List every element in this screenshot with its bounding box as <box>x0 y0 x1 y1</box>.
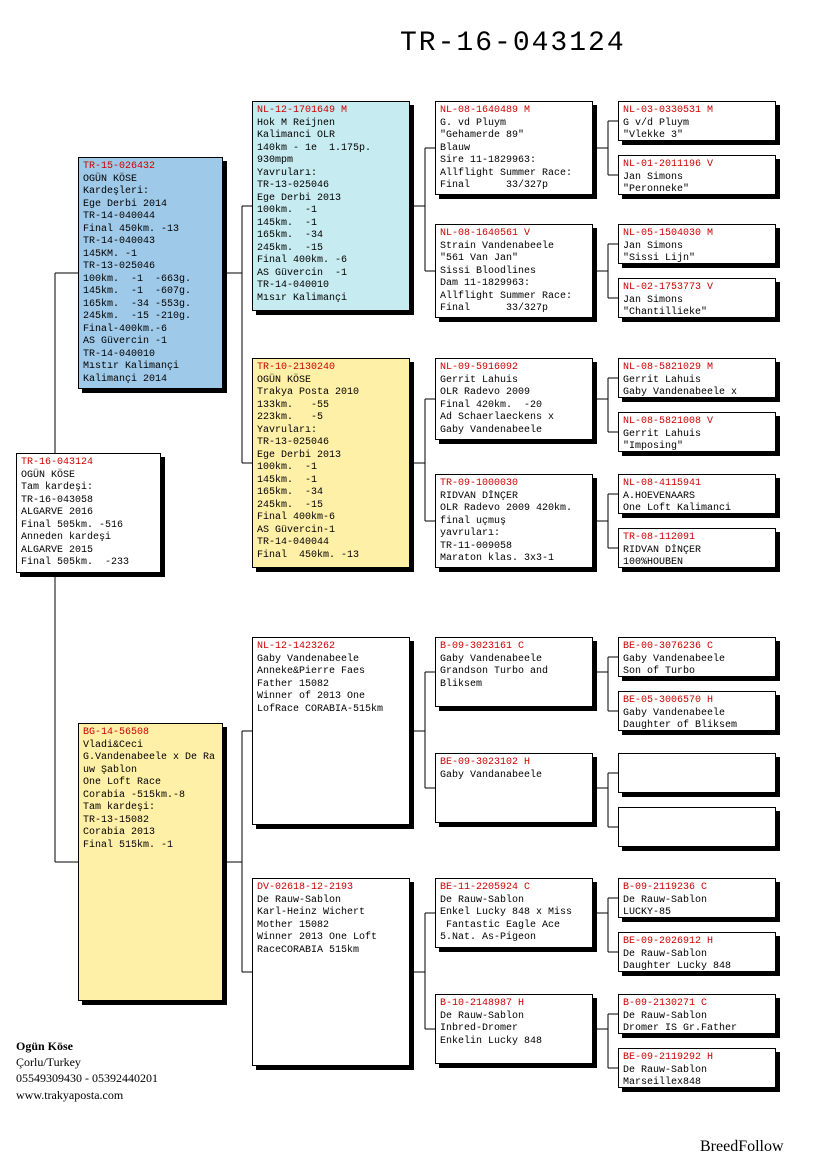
owner-city: Çorlu/Turkey <box>16 1054 158 1070</box>
node-body: Vladi&Ceci G.Vandenabeele x De Ra uw Şab… <box>83 740 218 853</box>
ring-number: TR-15-026432 <box>83 161 218 174</box>
page-title: TR-16-043124 <box>400 28 626 59</box>
owner-web: www.trakyaposta.com <box>16 1087 158 1103</box>
pedigree-node: BE-09-3023102 HGaby Vandanabeele <box>435 753 593 823</box>
node-body: De Rauw-Sablon Daughter Lucky 848 <box>623 949 771 974</box>
ring-number: NL-08-1640561 V <box>440 228 588 241</box>
node-body: Gaby Vandenabeele Grandson Turbo and Bli… <box>440 654 588 692</box>
ring-number: BE-09-3023102 H <box>440 757 588 770</box>
pedigree-node: NL-09-5916092Gerrit Lahuis OLR Radevo 20… <box>435 358 593 440</box>
node-body: De Rauw-Sablon Dromer IS Gr.Father <box>623 1011 771 1036</box>
node-body: RIDVAN DİNÇER 100%HOUBEN <box>623 545 771 570</box>
node-body: De Rauw-Sablon Karl-Heinz Wichert Mother… <box>257 895 405 1020</box>
owner-phones: 05549309430 - 05392440201 <box>16 1070 158 1086</box>
node-body: Gerrit Lahuis Gaby Vandenabeele x <box>623 375 771 400</box>
pedigree-node: TR-15-026432OGÜN KÖSE Kardeşleri: Ege De… <box>78 157 223 389</box>
node-body: De Rauw-Sablon Enkel Lucky 848 x Miss Fa… <box>440 895 588 945</box>
ring-number: NL-08-1640489 M <box>440 105 588 118</box>
node-body: RIDVAN DİNÇER OLR Radevo 2009 420km. fin… <box>440 491 588 566</box>
node-body: Gerrit Lahuis OLR Radevo 2009 Final 420k… <box>440 375 588 438</box>
node-body: Gaby Vandenabeele Son of Turbo <box>623 654 771 679</box>
pedigree-node: BE-05-3006570 HGaby Vandenabeele Daughte… <box>618 691 776 731</box>
pedigree-node: BE-00-3076236 CGaby Vandenabeele Son of … <box>618 637 776 677</box>
ring-number: BE-05-3006570 H <box>623 695 771 708</box>
node-body: G. vd Pluym "Gehamerde 89" Blauw Sire 11… <box>440 118 588 193</box>
ring-number: NL-08-5821008 V <box>623 416 771 429</box>
node-body: De Rauw-Sablon Marseillex848 <box>623 1065 771 1090</box>
node-body: Gaby Vandanabeele <box>440 770 588 808</box>
pedigree-node: NL-12-1423262Gaby Vandenabeele Anneke&Pi… <box>252 637 410 825</box>
ring-number: TR-09-1000030 <box>440 478 588 491</box>
pedigree-node: NL-08-5821029 MGerrit Lahuis Gaby Vanden… <box>618 358 776 398</box>
ring-number: NL-02-1753773 V <box>623 282 771 295</box>
pedigree-node: NL-03-0330531 MG v/d Pluym "Vlekke 3" <box>618 101 776 141</box>
owner-info: Ogün Köse Çorlu/Turkey 05549309430 - 053… <box>16 1038 158 1103</box>
ring-number: BE-09-2026912 H <box>623 936 771 949</box>
pedigree-node: NL-02-1753773 VJan Simons "Chantillieke" <box>618 278 776 318</box>
node-body: OGÜN KÖSE Kardeşleri: Ege Derbi 2014 TR-… <box>83 174 218 387</box>
ring-number: TR-10-2130240 <box>257 362 405 375</box>
node-body: A.HOEVENAARS One Loft Kalimanci <box>623 491 771 516</box>
pedigree-node: NL-08-4115941A.HOEVENAARS One Loft Kalim… <box>618 474 776 514</box>
ring-number: NL-01-2011196 V <box>623 159 771 172</box>
pedigree-node: NL-12-1701649 MHok M Reijnen Kalimanci O… <box>252 101 410 311</box>
pedigree-node: TR-10-2130240OGÜN KÖSE Trakya Posta 2010… <box>252 358 410 568</box>
pedigree-node <box>618 807 776 847</box>
pedigree-node: BE-11-2205924 CDe Rauw-Sablon Enkel Luck… <box>435 878 593 948</box>
ring-number: BE-09-2119292 H <box>623 1052 771 1065</box>
ring-number: NL-09-5916092 <box>440 362 588 375</box>
node-body: OGÜN KÖSE Tam kardeşi: TR-16-043058 ALGA… <box>21 470 156 570</box>
ring-number: NL-12-1701649 M <box>257 105 405 118</box>
ring-number: TR-16-043124 <box>21 457 156 470</box>
node-body: Gaby Vandenabeele Anneke&Pierre Faes Fat… <box>257 654 405 779</box>
node-body: De Rauw-Sablon Inbred-Dromer Enkelin Luc… <box>440 1011 588 1049</box>
node-body: Jan Simons "Peronneke" <box>623 172 771 197</box>
pedigree-node: NL-01-2011196 VJan Simons "Peronneke" <box>618 155 776 195</box>
ring-number: NL-08-5821029 M <box>623 362 771 375</box>
ring-number: BE-11-2205924 C <box>440 882 588 895</box>
node-body: Gerrit Lahuis "Imposing" <box>623 429 771 454</box>
pedigree-node: BG-14-56508Vladi&Ceci G.Vandenabeele x D… <box>78 723 223 1001</box>
pedigree-node: TR-09-1000030RIDVAN DİNÇER OLR Radevo 20… <box>435 474 593 568</box>
ring-number: DV-02618-12-2193 <box>257 882 405 895</box>
node-body: OGÜN KÖSE Trakya Posta 2010 133km. -55 2… <box>257 375 405 563</box>
pedigree-node: DV-02618-12-2193De Rauw-Sablon Karl-Hein… <box>252 878 410 1066</box>
pedigree-node: NL-08-1640489 MG. vd Pluym "Gehamerde 89… <box>435 101 593 195</box>
owner-name: Ogün Köse <box>16 1038 158 1054</box>
pedigree-node: NL-05-1504030 MJan Simons "Sissi Lijn" <box>618 224 776 264</box>
ring-number: NL-03-0330531 M <box>623 105 771 118</box>
pedigree-node: TR-08-112091RIDVAN DİNÇER 100%HOUBEN <box>618 528 776 568</box>
node-body: G v/d Pluym "Vlekke 3" <box>623 118 771 143</box>
brand-label: BreedFollow <box>700 1138 784 1156</box>
ring-number: NL-05-1504030 M <box>623 228 771 241</box>
pedigree-node: NL-08-1640561 VStrain Vandenabeele "561 … <box>435 224 593 318</box>
pedigree-node: B-09-3023161 CGaby Vandenabeele Grandson… <box>435 637 593 707</box>
node-body: Gaby Vandenabeele Daughter of Bliksem <box>623 708 771 733</box>
pedigree-node: B-09-2119236 CDe Rauw-Sablon LUCKY-85 <box>618 878 776 918</box>
node-body: De Rauw-Sablon LUCKY-85 <box>623 895 771 920</box>
ring-number: BE-00-3076236 C <box>623 641 771 654</box>
pedigree-node <box>618 753 776 793</box>
ring-number: B-09-3023161 C <box>440 641 588 654</box>
pedigree-node: B-09-2130271 CDe Rauw-Sablon Dromer IS G… <box>618 994 776 1034</box>
ring-number: B-09-2130271 C <box>623 998 771 1011</box>
node-body <box>623 811 771 824</box>
node-body: Strain Vandenabeele "561 Van Jan" Sissi … <box>440 241 588 316</box>
node-body <box>623 757 771 770</box>
node-body: Jan Simons "Chantillieke" <box>623 295 771 320</box>
ring-number: NL-08-4115941 <box>623 478 771 491</box>
pedigree-node: TR-16-043124OGÜN KÖSE Tam kardeşi: TR-16… <box>16 453 161 573</box>
pedigree-node: B-10-2148987 HDe Rauw-Sablon Inbred-Drom… <box>435 994 593 1064</box>
pedigree-node: NL-08-5821008 VGerrit Lahuis "Imposing" <box>618 412 776 452</box>
node-body: Jan Simons "Sissi Lijn" <box>623 241 771 266</box>
ring-number: TR-08-112091 <box>623 532 771 545</box>
ring-number: B-09-2119236 C <box>623 882 771 895</box>
ring-number: B-10-2148987 H <box>440 998 588 1011</box>
pedigree-node: BE-09-2026912 HDe Rauw-Sablon Daughter L… <box>618 932 776 972</box>
ring-number: BG-14-56508 <box>83 727 218 740</box>
ring-number: NL-12-1423262 <box>257 641 405 654</box>
node-body: Hok M Reijnen Kalimanci OLR 140km - 1e 1… <box>257 118 405 306</box>
pedigree-node: BE-09-2119292 HDe Rauw-Sablon Marseillex… <box>618 1048 776 1088</box>
